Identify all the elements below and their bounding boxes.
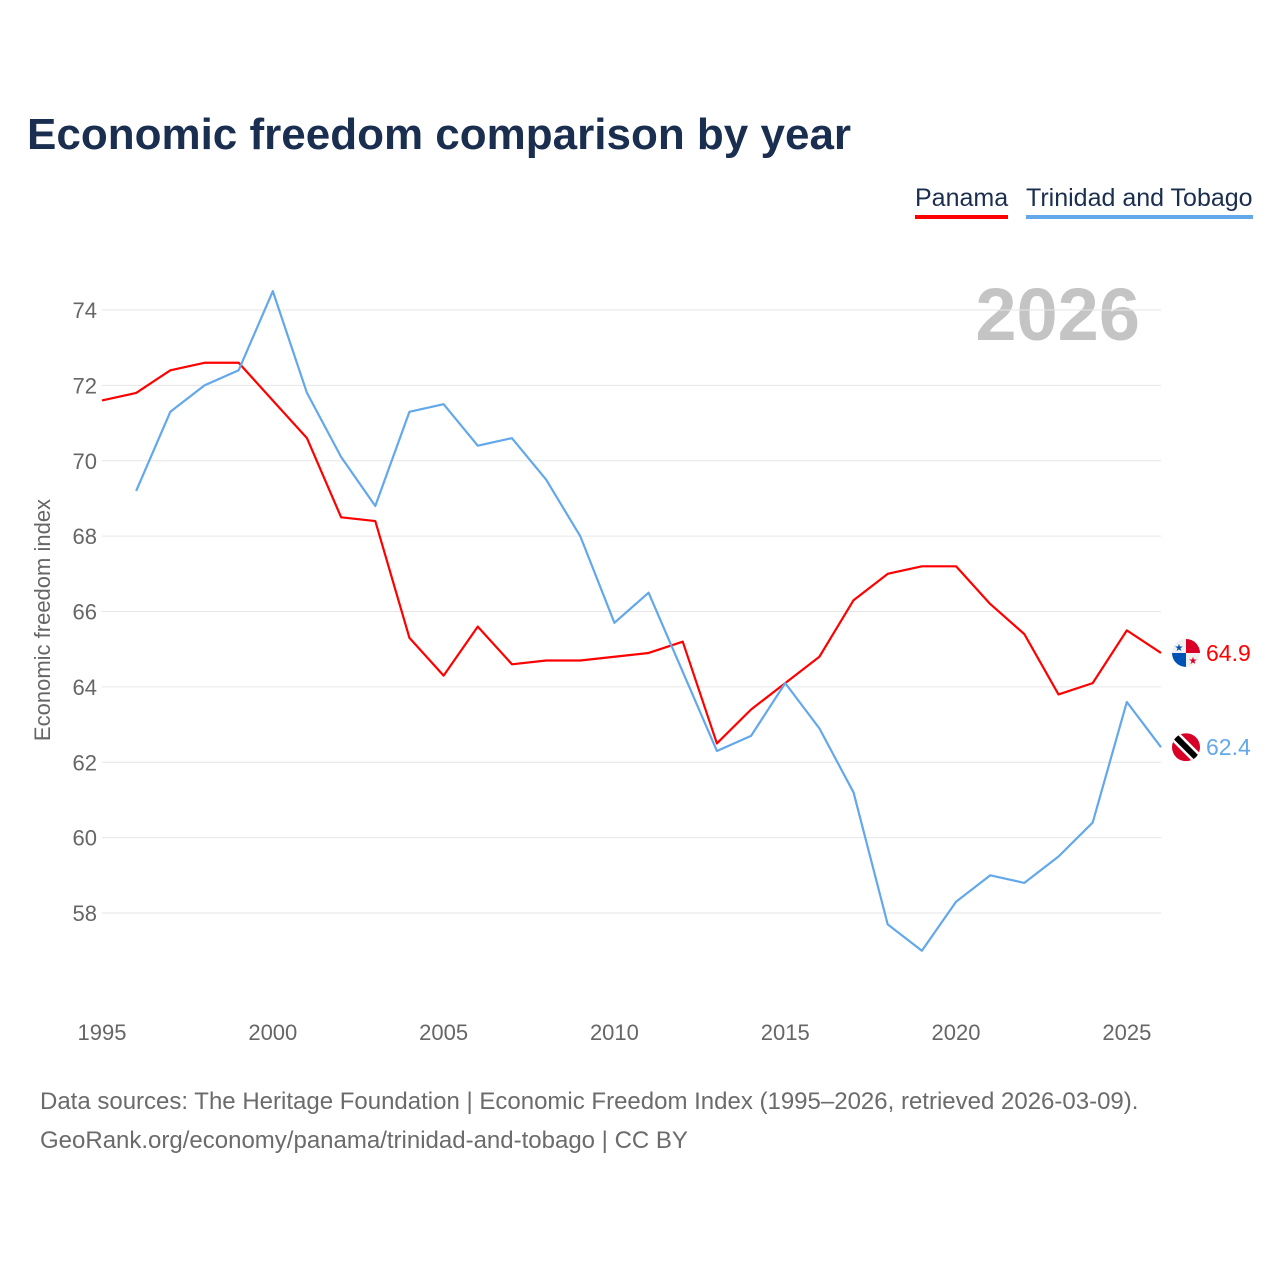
series-line-panama xyxy=(101,361,1162,745)
x-tick-label: 2020 xyxy=(932,1020,981,1045)
y-tick-label: 60 xyxy=(73,826,97,851)
y-axis-label: Economic freedom index xyxy=(30,499,55,741)
source-url: GeoRank.org/economy/panama/trinidad-and-… xyxy=(40,1127,688,1154)
legend-item-trinidad-and-tobago[interactable]: Trinidad and Tobago xyxy=(1026,184,1253,219)
x-tick-label: 2005 xyxy=(419,1020,468,1045)
year-watermark: 2026 xyxy=(975,273,1140,356)
x-tick-label: 2010 xyxy=(590,1020,639,1045)
chart-title: Economic freedom comparison by year xyxy=(27,110,852,159)
x-tick-label: 2025 xyxy=(1102,1020,1151,1045)
y-tick-label: 66 xyxy=(73,600,97,625)
y-tick-label: 68 xyxy=(73,524,97,549)
source-note: Data sources: The Heritage Foundation | … xyxy=(40,1088,1139,1115)
y-tick-label: 72 xyxy=(73,373,97,398)
y-tick-label: 62 xyxy=(73,750,97,775)
y-tick-label: 70 xyxy=(73,449,97,474)
end-value-label-trinidad-and-tobago: 62.4 xyxy=(1206,734,1251,760)
x-tick-label: 2015 xyxy=(761,1020,810,1045)
legend-item-panama[interactable]: Panama xyxy=(915,184,1009,219)
panama-flag-icon: ★ ★ xyxy=(1172,638,1200,667)
svg-text:★: ★ xyxy=(1175,643,1184,654)
y-tick-label: 74 xyxy=(73,298,97,323)
y-tick-label: 64 xyxy=(73,675,97,700)
y-tick-label: 58 xyxy=(73,901,97,926)
trinidad-and-tobago-flag-icon xyxy=(1172,733,1200,762)
x-tick-label: 2000 xyxy=(248,1020,297,1045)
end-value-label-panama: 64.9 xyxy=(1206,640,1251,666)
svg-text:★: ★ xyxy=(1189,656,1198,667)
x-tick-label: 1995 xyxy=(78,1020,127,1045)
series-line-trinidad-and-tobago xyxy=(135,290,1162,952)
